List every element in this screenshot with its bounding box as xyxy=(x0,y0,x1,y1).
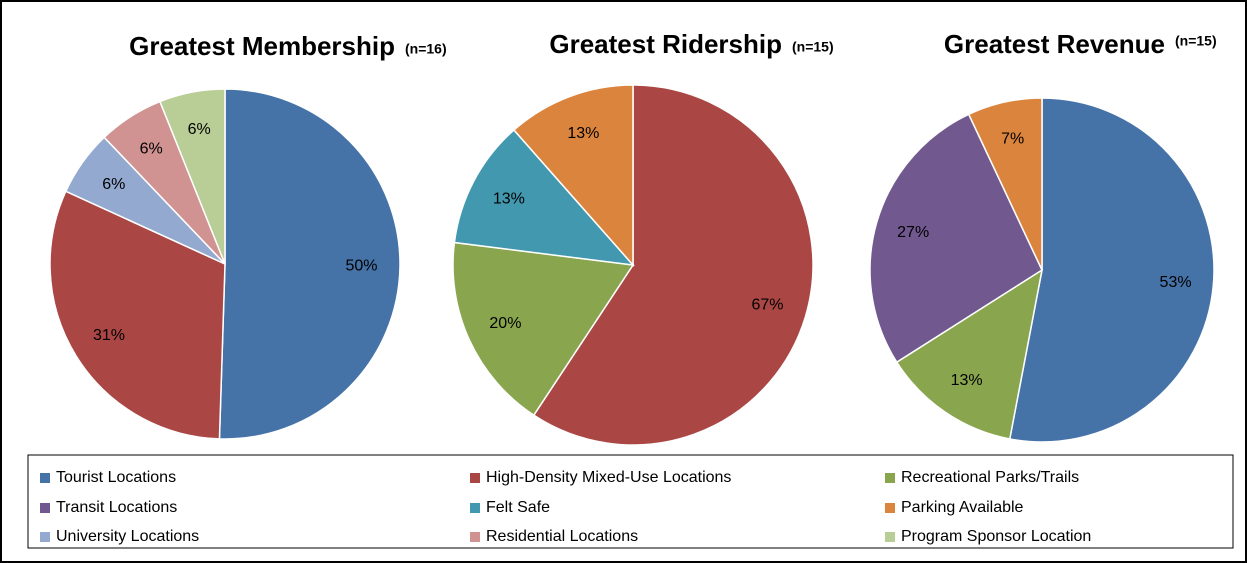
pie-slice xyxy=(452,241,635,417)
pie-slice xyxy=(869,113,1043,364)
legend-label: Residential Locations xyxy=(486,528,638,545)
chart-title: Greatest Revenue xyxy=(944,29,1165,59)
legend-swatch xyxy=(40,473,50,483)
pie-slice xyxy=(218,88,401,440)
legend-label: Transit Locations xyxy=(56,499,177,516)
slice-label: 20% xyxy=(489,315,521,332)
slice-label: 50% xyxy=(345,257,377,274)
pie-slice xyxy=(158,88,226,265)
chart-subtitle: (n=15) xyxy=(1175,33,1217,49)
legend-label: Tourist Locations xyxy=(56,469,176,486)
pie-slice xyxy=(49,190,226,440)
legend-label: Recreational Parks/Trails xyxy=(901,469,1079,486)
legend-swatch xyxy=(470,473,480,483)
slice-label: 13% xyxy=(567,125,599,142)
legend-swatch xyxy=(40,532,50,542)
chart-title: Greatest Membership xyxy=(129,31,395,61)
slice-label: 13% xyxy=(951,372,983,389)
slice-label: 31% xyxy=(93,327,125,344)
slice-label: 53% xyxy=(1160,274,1192,291)
pie-slice xyxy=(532,84,814,446)
chart-title: Greatest Ridership xyxy=(549,29,782,59)
pie-slice xyxy=(453,128,635,266)
legend-label: University Locations xyxy=(56,528,199,545)
legend-swatch xyxy=(470,503,480,513)
slice-label: 6% xyxy=(102,176,125,193)
pie-slice xyxy=(895,268,1044,440)
legend-swatch xyxy=(40,503,50,513)
legend-label: Parking Available xyxy=(901,499,1024,516)
legend-box xyxy=(27,454,1234,549)
slice-label: 7% xyxy=(1001,130,1024,147)
legend-label: Program Sponsor Location xyxy=(901,528,1091,545)
slice-label: 13% xyxy=(493,191,525,208)
pie-slice xyxy=(967,97,1043,271)
slice-label: 6% xyxy=(140,140,163,157)
pie-slice xyxy=(1008,97,1215,443)
legend-swatch xyxy=(885,473,895,483)
legend-swatch xyxy=(885,532,895,542)
chart-subtitle: (n=16) xyxy=(405,41,447,57)
legend-label: High-Density Mixed-Use Locations xyxy=(486,469,731,486)
legend-swatch xyxy=(470,532,480,542)
slice-label: 27% xyxy=(897,224,929,241)
chart-subtitle: (n=15) xyxy=(792,39,834,55)
slice-label: 6% xyxy=(188,121,211,138)
pie-slice xyxy=(512,84,634,267)
legend-label: Felt Safe xyxy=(486,499,550,516)
legend-swatch xyxy=(885,503,895,513)
slice-label: 67% xyxy=(751,297,783,314)
